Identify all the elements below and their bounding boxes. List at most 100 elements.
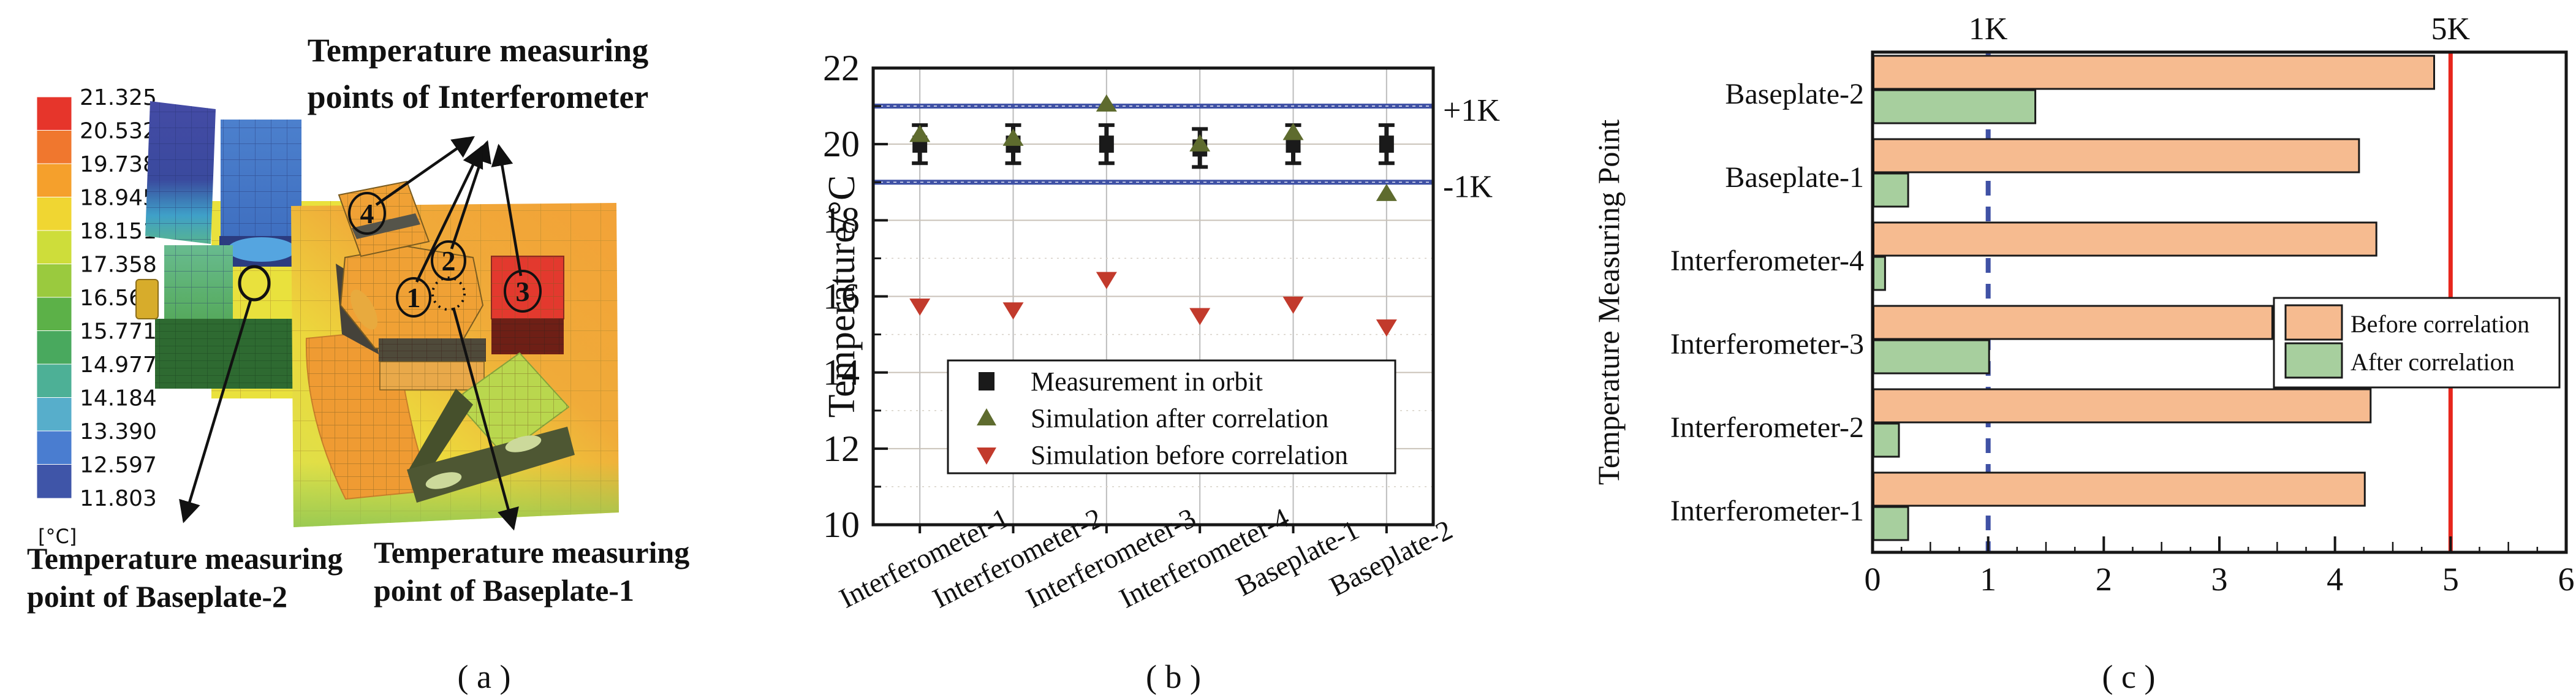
after-correlation-triangle bbox=[1096, 94, 1117, 112]
panel-c-plot-area: 1K 5K Baseplate-2 Baseplate-1 Interferometer… bbox=[1591, 12, 2575, 598]
colorbar-band bbox=[36, 264, 72, 299]
y-axis-title: Temperature Measuring Point bbox=[1591, 120, 1626, 485]
legend-label: Simulation after correlation bbox=[1031, 403, 1328, 433]
panel-a-annotations: Temperature measuring points of Interfer… bbox=[27, 32, 689, 614]
model-baseplate-assembly bbox=[291, 180, 619, 527]
after-correlation-triangle bbox=[1002, 128, 1024, 146]
point-1-label: 1 bbox=[407, 282, 421, 313]
category-label: Baseplate-1 bbox=[1725, 161, 1864, 194]
before-correlation-triangle bbox=[1189, 308, 1211, 326]
measurement-square bbox=[1379, 135, 1394, 153]
after-correlation-triangle bbox=[1282, 123, 1304, 140]
legend: Measurement in orbit Simulation after cor… bbox=[947, 359, 1396, 474]
point-3-label: 3 bbox=[516, 276, 530, 307]
category-label: Interferometer-1 bbox=[1670, 495, 1864, 527]
x-tick-label: 5 bbox=[2442, 561, 2459, 598]
x-axis: Interferometer-1Interferometer-2Interfer… bbox=[835, 502, 1458, 614]
colorbar-band bbox=[36, 163, 72, 198]
y-tick-label: 20 bbox=[823, 124, 860, 164]
colorbar-tick-label: 11.803 bbox=[80, 486, 157, 511]
y-tick-label: 10 bbox=[823, 505, 860, 545]
caption-c: ( c ) bbox=[2102, 658, 2156, 695]
x-tick-label: 4 bbox=[2327, 561, 2343, 598]
colorbar-tick-label: 19.738 bbox=[80, 152, 157, 177]
arrow-point4-to-label bbox=[375, 135, 475, 206]
interferometer-label-line1: Temperature measuring bbox=[308, 32, 648, 69]
reference-label: -1K bbox=[1443, 169, 1493, 204]
before-correlation-bar bbox=[1873, 221, 2377, 257]
point-4-circle bbox=[348, 192, 386, 235]
panel-c-bar-chart: 1K 5K Baseplate-2 Baseplate-1 Interferometer… bbox=[1591, 12, 2575, 695]
y-tick-label: 16 bbox=[823, 276, 860, 317]
reference-lines: 1K 5K bbox=[1969, 12, 2471, 552]
after-correlation-triangle bbox=[1376, 183, 1397, 201]
before-correlation-bar bbox=[1873, 55, 2435, 90]
annotation-arrows bbox=[179, 135, 523, 531]
baseplate2-label-line1: Temperature measuring bbox=[27, 541, 343, 576]
colorbar-band bbox=[36, 430, 72, 465]
legend-label: Before correlation bbox=[2351, 310, 2529, 338]
before-correlation-triangle bbox=[909, 299, 931, 316]
colorbar-band bbox=[36, 197, 72, 232]
baseplate2-label-line2: point of Baseplate-2 bbox=[27, 579, 287, 614]
panel-b-plot-area: +1K -1K 10 12 14 16 18 20 22 Interferometer-1Inte… bbox=[821, 48, 1500, 614]
reference-label: 5K bbox=[2431, 12, 2471, 47]
colorbar-band bbox=[36, 397, 72, 432]
after-correlation-bar bbox=[1873, 256, 1886, 291]
before-correlation-bar bbox=[1873, 138, 2360, 173]
before-correlation-triangle bbox=[1376, 319, 1397, 337]
baseplate-1-point-dotted-circle bbox=[431, 276, 466, 311]
point-1-circle bbox=[396, 277, 431, 318]
colorbar: 21.32520.53219.73818.94518.15117.35816.5… bbox=[36, 85, 157, 511]
point-2-label: 2 bbox=[442, 245, 456, 276]
after-correlation-bar bbox=[1873, 172, 1909, 208]
y-axis-title: Temperature/°C bbox=[821, 175, 863, 418]
colorbar-tick-label: 14.184 bbox=[80, 386, 157, 411]
bracket-arm bbox=[408, 389, 473, 472]
before-correlation-bar bbox=[1873, 388, 2372, 424]
y-axis: 10 12 14 16 18 20 22 bbox=[823, 48, 888, 545]
after-correlation-bar bbox=[1873, 89, 2037, 124]
reference-label: +1K bbox=[1443, 93, 1500, 128]
before-correlation-bar bbox=[1873, 305, 2273, 340]
category-label: Interferometer-4 bbox=[1670, 245, 1864, 277]
after-correlation-bar bbox=[1873, 339, 1990, 375]
legend-label: Measurement in orbit bbox=[1031, 367, 1263, 397]
arrow-point3-to-label bbox=[491, 143, 523, 276]
y-tick-label: 14 bbox=[823, 352, 860, 393]
before-correlation-triangle bbox=[1096, 272, 1117, 289]
measuring-point-digits: 4 2 1 3 bbox=[360, 198, 530, 313]
colorbar-tick-label: 18.151 bbox=[80, 219, 157, 244]
hexagon-side-window bbox=[350, 289, 378, 330]
y-tick-label: 18 bbox=[823, 200, 860, 240]
legend-label: Simulation before correlation bbox=[1031, 440, 1348, 470]
point-3-circle bbox=[504, 270, 542, 313]
reference-band bbox=[873, 180, 1433, 185]
reference-band bbox=[873, 104, 1433, 109]
caption-b: ( b ) bbox=[1146, 658, 1201, 695]
arrow-dotted-to-baseplate1-label bbox=[452, 307, 519, 531]
colorbar-band bbox=[36, 330, 72, 365]
cylinder-hole bbox=[227, 237, 296, 262]
model-left-assembly bbox=[135, 101, 346, 398]
before-correlation-bar bbox=[1873, 471, 2366, 507]
legend-label: After correlation bbox=[2351, 348, 2515, 376]
after-correlation-bar bbox=[1873, 506, 1909, 541]
baseplate1-label-line2: point of Baseplate-1 bbox=[374, 573, 634, 607]
colorbar-band bbox=[36, 130, 72, 165]
colorbar-band bbox=[36, 230, 72, 265]
arrow-circle-to-baseplate2-label bbox=[179, 297, 253, 524]
legend-swatch bbox=[2284, 304, 2343, 341]
yellow-knob bbox=[135, 279, 159, 319]
point-2-circle bbox=[431, 240, 466, 281]
baseplate1-label-line1: Temperature measuring bbox=[374, 535, 689, 569]
colorbar-tick-label: 13.390 bbox=[80, 419, 157, 444]
reference-label: 1K bbox=[1969, 12, 2008, 47]
colorbar-band bbox=[36, 297, 72, 332]
category-label: Interferometer-2 bbox=[1670, 411, 1864, 444]
interferometer-label-line2: points of Interferometer bbox=[308, 78, 649, 115]
after-correlation-triangle bbox=[909, 124, 931, 142]
y-tick-label: 22 bbox=[823, 48, 860, 88]
legend-box bbox=[947, 359, 1396, 474]
x-tick-label: 3 bbox=[2211, 561, 2228, 598]
